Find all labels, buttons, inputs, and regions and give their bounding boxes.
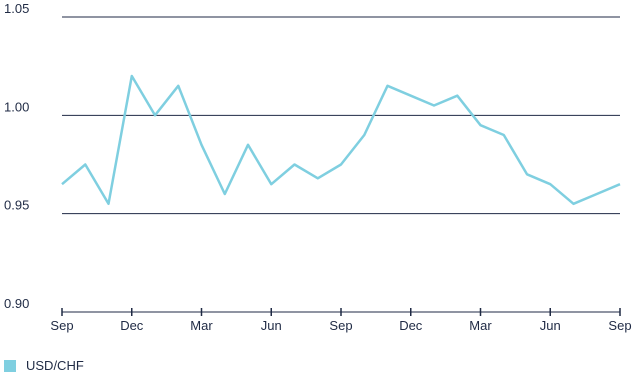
legend: USD/CHF [4, 358, 84, 373]
x-tick-label: Dec [120, 318, 144, 333]
y-tick-label: 1.05 [4, 1, 29, 16]
x-tick-label: Sep [608, 318, 631, 333]
series-line-usdchf [61, 74, 621, 206]
y-tick-label: 1.00 [4, 99, 29, 114]
y-tick-label: 0.90 [4, 296, 29, 311]
y-axis-ticks: 0.90 0.95 1.00 1.05 [4, 1, 29, 311]
legend-label: USD/CHF [26, 358, 84, 373]
x-tick-label: Jun [540, 318, 561, 333]
series-group [61, 74, 621, 206]
x-tick-label: Sep [50, 318, 73, 333]
x-tick-label: Jun [261, 318, 282, 333]
x-tick-label: Sep [329, 318, 352, 333]
x-tick-label: Mar [469, 318, 492, 333]
x-tick-label: Mar [190, 318, 213, 333]
y-tick-label: 0.95 [4, 198, 29, 213]
legend-swatch [4, 359, 16, 372]
x-tick-label: Dec [399, 318, 423, 333]
x-axis-ticks: Sep Dec Mar Jun Sep Dec Mar Jun Sep [50, 308, 632, 333]
